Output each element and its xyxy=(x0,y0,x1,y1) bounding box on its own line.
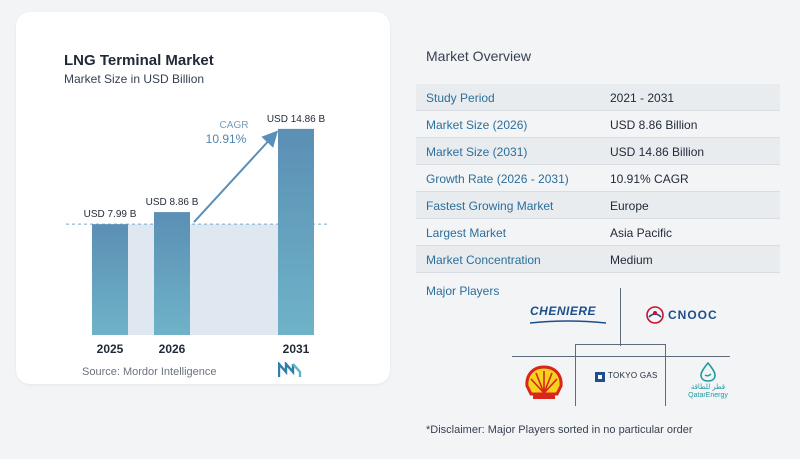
shell-logo-icon xyxy=(525,365,563,399)
overview-row-label: Study Period xyxy=(426,91,495,105)
overview-row-label: Growth Rate (2026 - 2031) xyxy=(426,172,569,186)
overview-row: Market Size (2026) USD 8.86 Billion xyxy=(416,111,780,138)
growth-shade-area xyxy=(92,224,314,335)
bar-2031 xyxy=(278,128,314,335)
chart-subtitle: Market Size in USD Billion xyxy=(64,72,205,86)
qatar-energy-logo: قطر للطاقة QatarEnergy xyxy=(688,362,728,406)
bar-2025 xyxy=(92,224,128,335)
bar-data-label: USD 7.99 B xyxy=(84,209,137,220)
qatar-energy-drop-icon xyxy=(700,362,716,382)
overview-row-label: Market Concentration xyxy=(426,253,541,267)
x-tick-label: 2026 xyxy=(159,342,186,356)
overview-row: Market Size (2031) USD 14.86 Billion xyxy=(416,138,780,165)
overview-row-value: 2021 - 2031 xyxy=(610,91,675,105)
overview-row-value: USD 8.86 Billion xyxy=(610,118,698,132)
overview-row-value: 10.91% CAGR xyxy=(610,172,689,186)
logo-grid-divider xyxy=(620,288,621,346)
bar-data-label: USD 8.86 B xyxy=(146,197,199,208)
chart-title: LNG Terminal Market xyxy=(64,52,214,69)
logo-grid-divider xyxy=(512,356,730,357)
x-tick-label: 2025 xyxy=(97,342,124,356)
overview-row-value: Medium xyxy=(610,253,653,267)
overview-row-label: Market Size (2026) xyxy=(426,118,528,132)
overview-row-label: Market Size (2031) xyxy=(426,145,528,159)
cagr-label: CAGR xyxy=(220,120,249,131)
overview-row-label: Fastest Growing Market xyxy=(426,199,554,213)
disclaimer-text: *Disclaimer: Major Players sorted in no … xyxy=(426,424,693,436)
mordor-logo-icon xyxy=(278,362,302,377)
overview-row: Growth Rate (2026 - 2031) 10.91% CAGR xyxy=(416,165,780,192)
bar-data-label: USD 14.86 B xyxy=(267,114,326,125)
overview-row-value: USD 14.86 Billion xyxy=(610,145,705,159)
overview-title: Market Overview xyxy=(426,48,532,64)
cagr-value: 10.91% xyxy=(206,132,247,146)
cheniere-logo: CHENIERE xyxy=(530,304,606,326)
overview-row: Market Concentration Medium xyxy=(416,246,780,273)
source-text: Source: Mordor Intelligence xyxy=(82,366,217,378)
cheniere-swoosh-icon xyxy=(530,320,606,324)
bars-group: USD 7.99 B 2025 USD 8.86 B 2026 USD 14.86 B 2… xyxy=(84,114,326,356)
overview-row-value: Asia Pacific xyxy=(610,226,673,240)
logo-grid-divider xyxy=(575,344,665,345)
bar-chart: USD 7.99 B 2025 USD 8.86 B 2026 USD 14.86 B 2… xyxy=(66,114,328,356)
x-tick-label: 2031 xyxy=(283,342,310,356)
major-players-title: Major Players xyxy=(426,284,500,298)
tokyo-gas-mark-icon xyxy=(595,372,605,382)
market-overview-panel: Market Overview Study Period 2021 - 2031 M… xyxy=(400,0,800,459)
overview-row: Largest Market Asia Pacific xyxy=(416,219,780,246)
logo-grid-divider xyxy=(575,344,576,406)
cnooc-emblem-icon xyxy=(646,306,664,324)
tokyo-gas-logo: TOKYO GAS xyxy=(595,370,665,384)
cagr-arrow xyxy=(193,130,279,223)
logo-grid-divider xyxy=(665,344,666,406)
cnooc-logo: CNOOC xyxy=(646,306,726,326)
overview-row: Fastest Growing Market Europe xyxy=(416,192,780,219)
overview-row: Study Period 2021 - 2031 xyxy=(416,84,780,111)
overview-row-value: Europe xyxy=(610,199,649,213)
overview-row-label: Largest Market xyxy=(426,226,507,240)
bar-2026 xyxy=(154,212,190,335)
